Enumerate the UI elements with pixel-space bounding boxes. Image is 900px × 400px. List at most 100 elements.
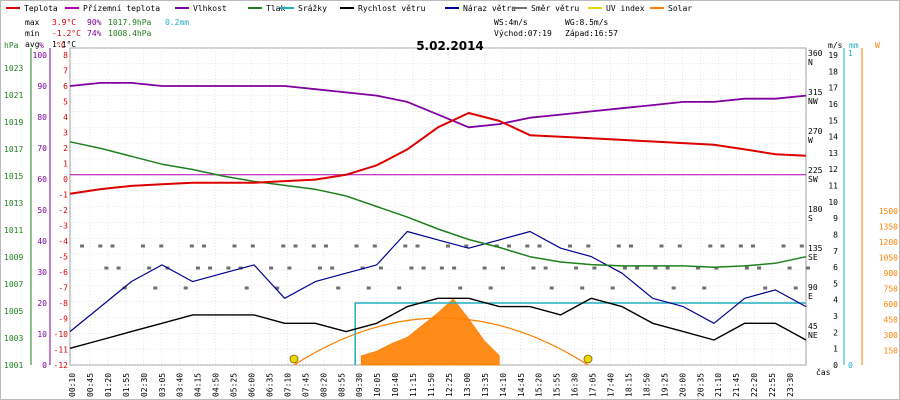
wind-direction-mark [293,244,298,248]
wind-direction-mark [738,244,743,248]
direction-tick-label: 135 [808,244,823,253]
stat-avg-temp: 1.1°C [52,40,76,49]
temp-tick-label: 8 [63,51,68,60]
direction-tick-label: NW [808,97,818,106]
hpa-tick-label: 1021 [4,91,23,100]
wind-tick-label: 7 [833,247,838,256]
wind-tick-label: 9 [833,214,838,223]
temp-tick-label: -10 [54,330,69,339]
pct-tick-label: 10 [37,330,47,339]
temp-tick-label: 7 [63,67,68,76]
legend-entry: Rychlost větru [358,4,426,13]
x-tick-label: 00:45 [86,373,95,397]
w-tick-label: 750 [884,285,899,294]
w-tick-label: 1050 [879,254,898,263]
wind-tick-label: 10 [828,198,838,207]
w-tick-label: 300 [884,331,899,340]
x-tick-label: 13:00 [463,373,472,397]
sun-marker [583,354,593,364]
x-tick-label: 03:40 [176,373,185,397]
hpa-tick-label: 1003 [4,334,23,343]
stat-wind-speed: WS:4m/s [494,18,528,27]
pct-tick-label: 40 [37,237,47,246]
wind-direction-mark [507,244,511,248]
wind-direction-mark [787,266,792,270]
temp-tick-label: -2 [58,206,68,215]
legend-entry: Srážky [298,4,327,13]
x-tick-label: 04:15 [194,373,203,397]
x-tick-label: 20:00 [678,373,687,397]
direction-tick-label: S [808,214,813,223]
series-line-vlhkost [69,82,807,129]
temp-tick-label: 5 [63,98,68,107]
hpa-tick-label: 1011 [4,226,23,235]
hpa-tick-label: 1009 [4,253,23,262]
wind-direction-mark [464,244,469,248]
wind-tick-label: 14 [828,133,838,142]
wind-direction-mark [525,244,530,248]
stat-max-temp: 3.9°C [52,18,76,27]
hpa-tick-label: 1015 [4,172,23,181]
x-tick-label: 05:25 [230,373,239,397]
wind-direction-mark [189,244,194,248]
x-tick-label: 06:35 [265,373,274,397]
x-tick-label: 11:50 [427,373,436,397]
x-tick-label: 07:10 [283,373,292,397]
wind-direction-mark [354,244,359,248]
wind-direction-mark [488,286,493,290]
wind-direction-mark [244,286,249,290]
temp-tick-label: -5 [58,253,68,262]
w-tick-label: 450 [884,316,899,325]
wind-tick-label: 1 [833,345,838,354]
wind-direction-mark [360,266,365,270]
wind-direction-mark [141,244,145,248]
hpa-tick-label: 1019 [4,118,23,127]
wind-direction-mark [104,266,109,270]
x-tick-label: 22:20 [750,373,759,397]
x-tick-label: 15:55 [553,373,562,397]
stat-avg-label: avg [25,40,40,49]
wind-direction-mark [378,266,383,270]
pct-tick-label: 70 [37,144,47,153]
series-line-naraz-vetru [69,230,807,333]
wind-direction-mark [147,266,152,270]
wind-direction-mark [793,286,798,290]
wind-direction-mark [446,244,450,248]
direction-tick-label: NE [808,331,818,340]
x-tick-label: 14:45 [517,373,526,397]
wind-direction-mark [677,244,682,248]
wind-direction-mark [757,266,762,270]
wind-direction-mark [696,266,701,270]
x-tick-label: 23:30 [786,373,795,397]
wind-direction-mark [653,266,658,270]
pct-tick-label: 90 [37,82,47,91]
x-tick-label: 10:40 [391,373,400,397]
x-tick-label: 11:15 [409,373,418,397]
wind-tick-label: 17 [828,84,838,93]
wind-direction-mark [629,244,633,248]
pct-tick-label: 80 [37,113,47,122]
stat-max-label: max [25,18,40,27]
wind-direction-mark [183,286,188,290]
x-tick-label: 15:20 [535,373,544,397]
legend-entry: Směr větru [531,4,579,13]
wind-tick-label: 5 [833,279,838,288]
wind-axis-label: m/s [828,41,843,50]
hpa-tick-label: 1007 [4,280,23,289]
temp-tick-label: -9 [58,315,68,324]
wind-direction-mark [366,286,371,290]
pct-axis-label: % [39,41,44,50]
wind-direction-mark [482,266,487,270]
wind-tick-label: 0 [833,361,838,370]
wind-direction-mark [744,266,749,270]
wind-tick-label: 16 [828,100,838,109]
mm-tick-label: 1 [848,49,853,58]
temp-tick-label: -11 [54,346,69,355]
temp-tick-label: 4 [63,113,68,122]
stat-min-temp: -1.2°C [52,29,81,38]
wind-direction-mark [531,266,536,270]
x-tick-label: 01:55 [122,373,131,397]
x-tick-label: 20:35 [696,373,705,397]
wind-direction-mark [702,286,707,290]
x-tick-label: 09:30 [355,373,364,397]
